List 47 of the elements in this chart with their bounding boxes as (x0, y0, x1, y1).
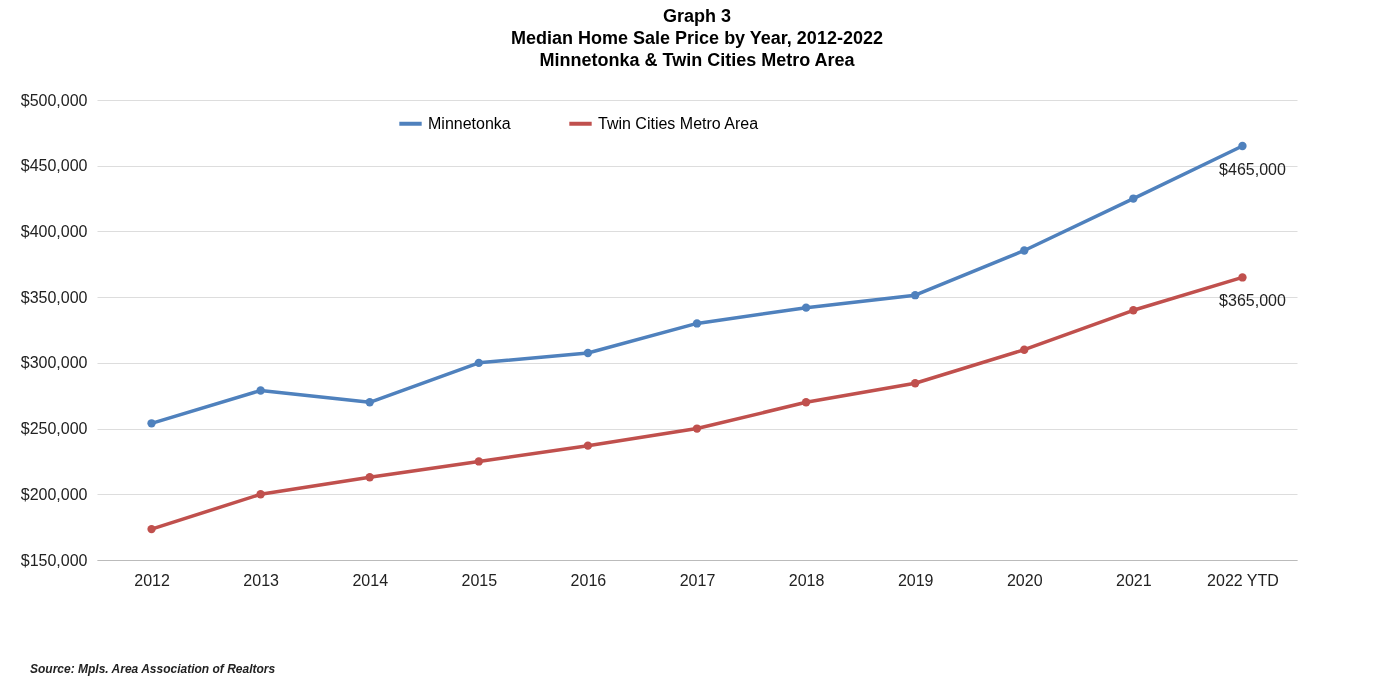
point (583, 441, 593, 450)
y-tick-label: $500,000 (20, 91, 88, 109)
point (256, 490, 265, 499)
legend-label: Twin Cities Metro Area (598, 114, 759, 132)
source-note: Source: Mpls. Area Association of Realtors (30, 662, 276, 676)
point (474, 457, 483, 466)
point (692, 319, 702, 328)
x-tick-label: 2021 (1116, 571, 1152, 589)
chart-title: Graph 3 Median Home Sale Price by Year, 2012-2022 Minnetonka & Twin Cities Metro Area (511, 6, 883, 70)
x-tick-label: 2012 (134, 571, 170, 589)
point (365, 473, 374, 482)
point (911, 379, 920, 388)
point (583, 348, 593, 358)
data-label: $465,000 (1219, 161, 1286, 178)
point (1020, 246, 1029, 255)
y-tick-label: $350,000 (20, 288, 88, 306)
point (147, 524, 156, 534)
point (474, 358, 483, 368)
y-tick-label: $450,000 (20, 157, 88, 175)
y-tick-label: $150,000 (20, 551, 88, 569)
point (365, 398, 374, 407)
point (1129, 306, 1138, 315)
point (1020, 345, 1029, 354)
x-tick-label: 2016 (570, 571, 607, 589)
y-tick-label: $200,000 (20, 485, 88, 503)
x-tick-label: 2013 (243, 571, 280, 589)
x-tick-label: 2017 (679, 571, 716, 589)
point (1129, 194, 1138, 203)
point (801, 303, 811, 312)
point (1238, 141, 1247, 151)
x-tick-label: 2018 (788, 571, 825, 589)
x-tick-label: 2020 (1006, 571, 1043, 589)
x-tick-label: 2014 (352, 571, 389, 589)
point (911, 291, 920, 300)
point (147, 419, 156, 428)
y-tick-label: $300,000 (20, 354, 88, 372)
x-tick-label: 2019 (897, 571, 934, 589)
x-tick-label: 2022 YTD (1207, 571, 1279, 589)
y-tick-label: $400,000 (20, 222, 88, 240)
data-label: $365,000 (1219, 292, 1286, 310)
point (801, 398, 811, 407)
point (1238, 273, 1247, 282)
point (256, 386, 265, 395)
point (692, 424, 702, 433)
legend-label: Minnetonka (428, 114, 511, 132)
y-tick-label: $250,000 (20, 420, 88, 438)
x-tick-label: 2015 (461, 571, 498, 589)
